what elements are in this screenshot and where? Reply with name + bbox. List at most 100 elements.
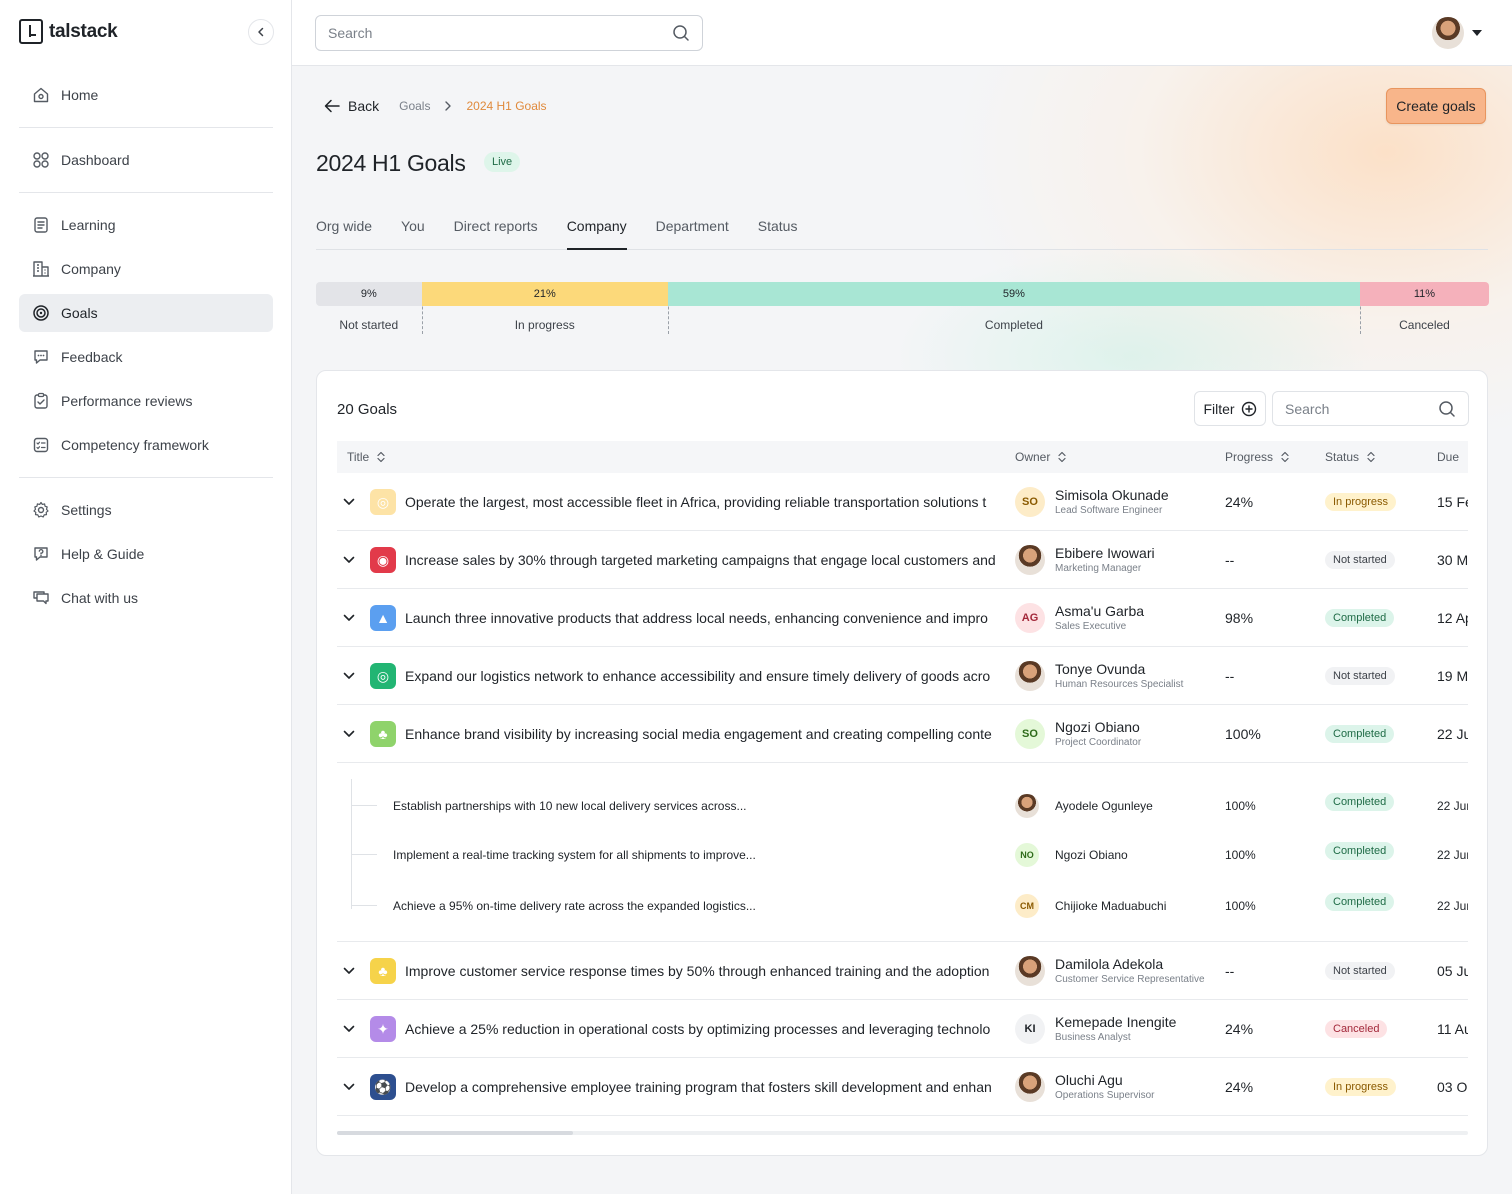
plant-icon: ♣ xyxy=(370,958,396,984)
create-goals-button[interactable]: Create goals xyxy=(1386,88,1486,124)
status-cell: Not started xyxy=(1325,531,1395,589)
checklist-icon xyxy=(31,435,51,455)
book-icon xyxy=(31,215,51,235)
status-segment[interactable]: 59% Completed xyxy=(667,282,1360,342)
goals-search-input[interactable] xyxy=(1285,400,1438,417)
sidebar-item-goals[interactable]: Goals xyxy=(19,294,273,332)
goal-title[interactable]: Launch three innovative products that ad… xyxy=(405,610,988,626)
status-cell: Completed xyxy=(1325,887,1395,917)
breadcrumb-goals[interactable]: Goals xyxy=(399,99,431,113)
sidebar-item-performance-reviews[interactable]: Performance reviews xyxy=(19,382,273,420)
logo[interactable]: talstack xyxy=(19,19,118,44)
status-segment[interactable]: 11% Canceled xyxy=(1359,282,1489,342)
column-status[interactable]: Status xyxy=(1325,441,1375,473)
sub-goal-title[interactable]: Achieve a 95% on-time delivery rate acro… xyxy=(393,899,756,913)
status-cell: Completed xyxy=(1325,589,1395,647)
sidebar-item-label: Home xyxy=(61,87,99,103)
sub-goal-row[interactable]: Achieve a 95% on-time delivery rate acro… xyxy=(337,891,1468,921)
chevron-down-icon[interactable] xyxy=(343,1000,359,1058)
avatar xyxy=(1015,661,1045,691)
tab-direct-reports[interactable]: Direct reports xyxy=(453,218,538,234)
column-status-label: Status xyxy=(1325,450,1360,464)
table-row[interactable]: ◉ Increase sales by 30% through targeted … xyxy=(337,531,1468,589)
status-cell: Completed xyxy=(1325,836,1395,866)
table-row[interactable]: ◎ Expand our logistics network to enhance… xyxy=(337,647,1468,705)
compass-icon: ◎ xyxy=(370,663,396,689)
global-search[interactable] xyxy=(315,15,703,51)
back-button[interactable]: Back xyxy=(324,98,379,114)
chevron-down-icon[interactable] xyxy=(343,531,359,589)
owner-avatar-cell: KI xyxy=(1015,1000,1045,1058)
sidebar-item-help-guide[interactable]: Help & Guide xyxy=(19,535,273,573)
tab-org-wide[interactable]: Org wide xyxy=(316,218,373,234)
chevron-down-icon[interactable] xyxy=(343,647,359,705)
column-owner[interactable]: Owner xyxy=(1015,441,1066,473)
sidebar-item-settings[interactable]: Settings xyxy=(19,491,273,529)
sub-goal-due-date: 22 Jun xyxy=(1437,799,1468,813)
chevron-down-icon[interactable] xyxy=(343,589,359,647)
table-row[interactable]: ⚽ Develop a comprehensive employee traini… xyxy=(337,1058,1468,1116)
user-menu[interactable] xyxy=(1432,17,1482,49)
tab-department[interactable]: Department xyxy=(655,218,729,234)
table-row[interactable]: ♣ Improve customer service response times… xyxy=(337,942,1468,1000)
sidebar-item-competency-framework[interactable]: Competency framework xyxy=(19,426,273,464)
table-row[interactable]: ◎ Operate the largest, most accessible fl… xyxy=(337,473,1468,531)
status-segment[interactable]: 21% In progress xyxy=(421,282,668,342)
sub-goal-title[interactable]: Establish partnerships with 10 new local… xyxy=(393,799,747,813)
sub-goal-title[interactable]: Implement a real-time tracking system fo… xyxy=(393,848,756,862)
sub-goal-due-date: 22 Jun xyxy=(1437,899,1468,913)
chevron-down-icon[interactable] xyxy=(343,705,359,763)
goal-progress: 98% xyxy=(1225,610,1254,626)
owner-role: Marketing Manager xyxy=(1055,563,1142,574)
goal-title[interactable]: Increase sales by 30% through targeted m… xyxy=(405,552,996,568)
caret-down-icon[interactable] xyxy=(1472,30,1482,36)
sidebar-item-company[interactable]: Company xyxy=(19,250,273,288)
column-due[interactable]: Due xyxy=(1437,441,1459,473)
goals-search[interactable] xyxy=(1272,391,1469,426)
sidebar-item-learning[interactable]: Learning xyxy=(19,206,273,244)
sidebar-item-label: Learning xyxy=(61,217,116,233)
goal-title[interactable]: Develop a comprehensive employee trainin… xyxy=(405,1079,992,1095)
status-cell: Canceled xyxy=(1325,1000,1388,1058)
chevron-down-icon[interactable] xyxy=(343,1058,359,1116)
column-progress[interactable]: Progress xyxy=(1225,441,1289,473)
tree-branch xyxy=(351,805,377,806)
owner: Simisola Okunade Lead Software Engineer xyxy=(1055,473,1169,531)
sidebar-item-home[interactable]: Home xyxy=(19,76,273,114)
tab-company[interactable]: Company xyxy=(566,216,627,250)
sub-goal-row[interactable]: Establish partnerships with 10 new local… xyxy=(337,791,1468,821)
chevron-down-icon[interactable] xyxy=(343,942,359,1000)
sidebar-item-dashboard[interactable]: Dashboard xyxy=(19,141,273,179)
search-icon[interactable] xyxy=(672,24,690,42)
search-icon[interactable] xyxy=(1438,400,1456,418)
filter-button[interactable]: Filter xyxy=(1194,391,1266,426)
collapse-sidebar-button[interactable] xyxy=(248,19,274,45)
horizontal-scrollbar[interactable] xyxy=(337,1131,1468,1135)
goal-title[interactable]: Achieve a 25% reduction in operational c… xyxy=(405,1021,991,1037)
tab-you[interactable]: You xyxy=(401,218,425,234)
sidebar-item-chat-with-us[interactable]: Chat with us xyxy=(19,579,273,617)
owner-name: Damilola Adekola xyxy=(1055,956,1164,972)
table-row[interactable]: ♣ Enhance brand visibility by increasing … xyxy=(337,705,1468,763)
goal-title[interactable]: Enhance brand visibility by increasing s… xyxy=(405,726,992,742)
sidebar-item-feedback[interactable]: Feedback xyxy=(19,338,273,376)
goal-title[interactable]: Expand our logistics network to enhance … xyxy=(405,668,991,684)
status-segment[interactable]: 9% Not started xyxy=(316,282,422,342)
status-segment-divider xyxy=(1359,282,1361,334)
column-title[interactable]: Title xyxy=(347,441,385,473)
scrollbar-thumb[interactable] xyxy=(337,1131,573,1135)
tab-status[interactable]: Status xyxy=(757,218,798,234)
user-avatar[interactable] xyxy=(1432,17,1464,49)
chevron-down-icon[interactable] xyxy=(343,473,359,531)
table-row[interactable]: ✦ Achieve a 25% reduction in operational … xyxy=(337,1000,1468,1058)
owner: Asma'u Garba Sales Executive xyxy=(1055,589,1144,647)
owner-avatar-cell xyxy=(1015,531,1045,589)
sub-goal-row[interactable]: Implement a real-time tracking system fo… xyxy=(337,840,1468,870)
help-icon xyxy=(31,544,51,564)
global-search-input[interactable] xyxy=(328,25,672,41)
status-segment-percent: 21% xyxy=(421,282,668,306)
status-badge: In progress xyxy=(1325,493,1397,511)
table-row[interactable]: ▲ Launch three innovative products that a… xyxy=(337,589,1468,647)
goal-title[interactable]: Improve customer service response times … xyxy=(405,963,990,979)
goal-title[interactable]: Operate the largest, most accessible fle… xyxy=(405,494,987,510)
